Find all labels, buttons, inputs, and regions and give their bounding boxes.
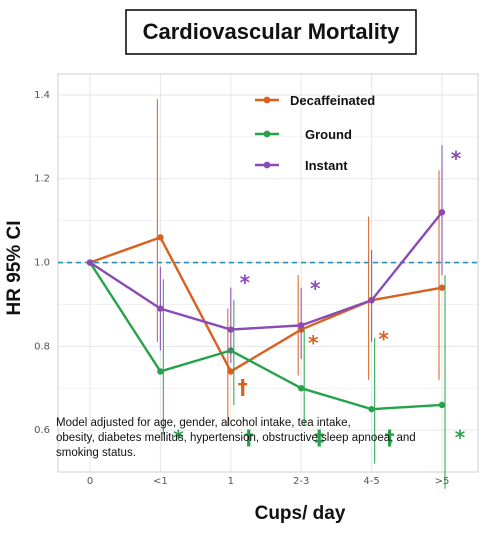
legend-swatch-point <box>263 161 271 169</box>
series-line <box>89 211 443 331</box>
legend-label: Decaffeinated <box>290 93 375 108</box>
data-point <box>157 234 164 241</box>
legend-item-decaffeinated: Decaffeinated <box>255 93 375 108</box>
data-point <box>86 259 94 266</box>
x-tick-label: 0 <box>87 476 93 487</box>
x-tick-label: <1 <box>153 476 168 487</box>
y-tick-label: 1.4 <box>34 90 50 101</box>
significance-markers: * * * † * * * † ‡ † * <box>173 147 466 450</box>
legend-item-instant: Instant <box>255 158 348 173</box>
series <box>86 99 446 489</box>
significance-marker: ‡ <box>314 425 324 449</box>
x-axis-title: Cups/ day <box>255 503 346 524</box>
legend-item-ground: Ground <box>255 127 352 142</box>
data-point <box>227 368 234 375</box>
significance-marker: * <box>240 270 251 294</box>
footnote-line: obesity, diabetes mellitus, hypertension… <box>56 432 416 444</box>
legend-swatch-point <box>263 96 271 104</box>
legend: Decaffeinated Ground Instant <box>255 93 375 173</box>
y-tick-label: 1.0 <box>34 258 50 269</box>
significance-marker: † <box>385 425 395 449</box>
footnote-line: smoking status. <box>56 447 136 459</box>
data-point <box>227 326 234 333</box>
data-point <box>368 297 375 304</box>
x-tick-labels: 0 <1 1 2-3 4-5 >5 <box>87 476 450 487</box>
x-tick-label: 4-5 <box>363 476 379 487</box>
significance-marker: * <box>173 425 184 449</box>
series-ground <box>86 259 446 489</box>
data-point <box>438 209 446 216</box>
significance-marker: * <box>378 327 389 351</box>
data-point <box>298 385 305 392</box>
x-tick-label: 1 <box>228 476 234 487</box>
significance-marker: * <box>455 425 466 449</box>
data-point <box>438 401 446 409</box>
series-instant <box>86 145 446 364</box>
plot-panel <box>57 73 479 473</box>
legend-label: Ground <box>305 127 352 142</box>
significance-marker: * <box>310 277 321 301</box>
legend-label: Instant <box>305 158 348 173</box>
series-line <box>89 236 443 373</box>
x-tick-label: 2-3 <box>293 476 309 487</box>
y-tick-labels: 0.6 0.8 1.0 1.2 1.4 <box>34 90 50 436</box>
x-tick-label: >5 <box>435 476 450 487</box>
significance-marker: * <box>308 331 319 355</box>
chart-title: Cardiovascular Mortality <box>143 19 401 44</box>
significance-marker: † <box>244 425 254 449</box>
chart-title-box <box>125 9 417 55</box>
significance-marker: † <box>238 375 248 399</box>
data-point <box>368 405 375 413</box>
footnote: Model adjusted for age, gender, alcohol … <box>56 417 416 459</box>
y-tick-label: 1.2 <box>34 174 50 185</box>
footnote-line: Model adjusted for age, gender, alcohol … <box>56 417 351 429</box>
data-point <box>157 368 164 375</box>
y-tick-label: 0.8 <box>34 341 50 352</box>
data-point <box>438 284 446 291</box>
legend-swatch-point <box>263 130 271 138</box>
data-point <box>298 322 305 329</box>
significance-marker: * <box>451 147 462 171</box>
y-tick-label: 0.6 <box>34 425 50 436</box>
y-axis-title: HR 95% CI <box>4 220 25 315</box>
data-point <box>157 305 164 312</box>
series-line <box>88 261 443 411</box>
